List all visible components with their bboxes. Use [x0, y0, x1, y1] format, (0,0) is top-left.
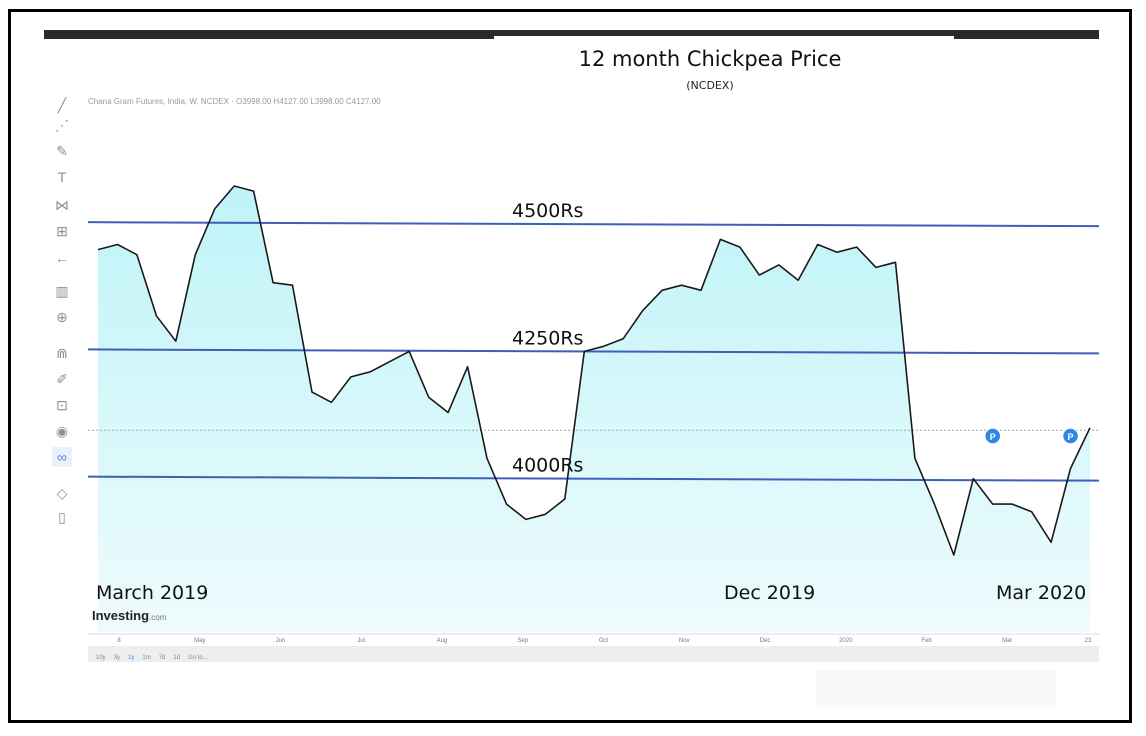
- blurred-region: [816, 670, 1056, 708]
- reference-line-4500: [87, 221, 1100, 228]
- x-tick-label: Sep: [517, 638, 528, 644]
- measure-icon[interactable]: ⊞: [56, 223, 68, 239]
- period-1m[interactable]: 1m: [142, 655, 151, 661]
- brush-icon[interactable]: ✎: [56, 143, 68, 159]
- reference-label-4000: 4000Rs: [512, 455, 583, 477]
- event-marker-1: [983, 427, 1002, 445]
- indicators-icon[interactable]: ▥: [55, 283, 69, 299]
- zoom-icon[interactable]: ⊕: [56, 309, 68, 325]
- lock-drawing-icon[interactable]: ✐: [56, 371, 68, 387]
- x-tick-label: Jul: [357, 638, 365, 644]
- trend-line-icon[interactable]: ╱: [57, 97, 67, 113]
- text-icon[interactable]: T: [57, 169, 67, 185]
- back-arrow-icon[interactable]: ←: [55, 250, 69, 266]
- drawing-toolbar: ╱ ⋰ ✎ T ⋈ ⊞ ← ▥ ⊕ ⋒ ✐ ⊡ ◉ ∞ ◇ ▯: [48, 95, 76, 535]
- reference-line-4000: [87, 475, 1100, 482]
- header-strip-gap: [494, 36, 954, 42]
- x-tick-label: Feb: [921, 638, 932, 644]
- pitchfork-icon[interactable]: ⋰: [55, 117, 69, 133]
- eye-icon[interactable]: ◉: [55, 423, 69, 439]
- x-tick-label: Oct: [599, 638, 609, 644]
- x-tick-label: Nov: [679, 638, 690, 644]
- x-tick-label: Dec: [760, 638, 771, 644]
- event-marker-label: P: [1068, 432, 1074, 442]
- reference-line-4250: [87, 348, 1100, 355]
- price-area: [98, 186, 1090, 632]
- period-10y[interactable]: 10y: [96, 655, 106, 661]
- chart-subtitle: (NCDEX): [686, 79, 734, 92]
- x-tick-label: 8: [117, 638, 121, 644]
- event-marker-2: [1061, 427, 1080, 445]
- period-goto[interactable]: Go to...: [188, 655, 208, 661]
- header-strip: [44, 30, 1099, 39]
- trash-icon[interactable]: ▯: [58, 509, 66, 525]
- instrument-legend: Chana Gram Futures, India, W, NCDEX · O3…: [88, 97, 381, 105]
- period-3y[interactable]: 3y: [113, 655, 121, 661]
- annotation-label: Dec 2019: [724, 582, 815, 604]
- period-7d[interactable]: 7d: [158, 655, 166, 661]
- chart-title: 12 month Chickpea Price: [578, 47, 842, 71]
- annotation-label: Mar 2020: [996, 582, 1086, 604]
- x-tick-label: Aug: [437, 638, 448, 644]
- reference-label-4250: 4250Rs: [512, 327, 583, 349]
- x-tick-label: 2020: [839, 638, 853, 644]
- period-1d[interactable]: 1d: [173, 655, 181, 661]
- magnet-icon[interactable]: ⋒: [56, 345, 68, 361]
- x-tick-label: Mar: [1002, 638, 1012, 644]
- price-line: [97, 185, 1091, 556]
- pattern-icon[interactable]: ⋈: [55, 197, 69, 213]
- x-tick-label: May: [194, 638, 205, 644]
- investing-watermark: Investing.com: [92, 608, 167, 623]
- event-marker-label: P: [990, 432, 996, 442]
- period-1y[interactable]: 1y: [128, 655, 135, 661]
- link-icon[interactable]: ∞: [52, 447, 72, 467]
- annotation-label: March 2019: [96, 582, 208, 604]
- layers-icon[interactable]: ◇: [56, 485, 68, 501]
- x-tick-label: 23: [1085, 638, 1092, 644]
- reference-label-4500: 4500Rs: [512, 200, 583, 222]
- period-selector: 10y 3y 1y 1m 7d 1d Go to...: [88, 646, 1099, 662]
- lock-icon[interactable]: ⊡: [56, 397, 68, 413]
- x-tick-label: Jun: [276, 638, 286, 644]
